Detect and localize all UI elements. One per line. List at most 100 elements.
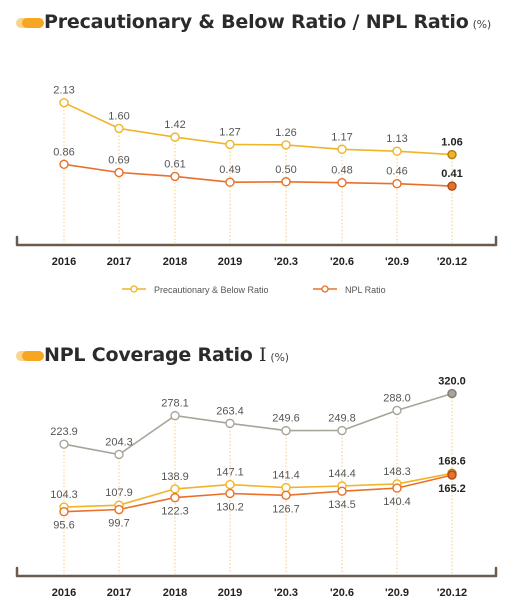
legend-marker-0 [130, 285, 138, 293]
data-point-1-3 [225, 177, 235, 187]
data-label-0-0: 2.13 [53, 85, 74, 97]
precautionary-npl-chart: 2016 2017 2018 2019 '20.3 '20.6 '20.9 '20.12 2.1… [15, 85, 498, 295]
chart1-title: Precautionary & Below Ratio / NPL Ratio [44, 11, 469, 33]
data-label-1-4: 141.4 [272, 470, 300, 482]
x-tick-label-4: '20.3 [274, 587, 298, 599]
data-point-1-4 [281, 177, 291, 187]
series-line-0 [63, 101, 453, 156]
x-tick-label-1: 2017 [107, 256, 131, 268]
data-point-0-6 [392, 146, 402, 156]
data-label-0-5: 1.17 [331, 131, 352, 143]
data-point-1-1 [114, 167, 124, 178]
data-label-0-6: 288.0 [383, 392, 411, 404]
data-point-2-3 [225, 488, 235, 499]
data-label-2-5: 134.5 [328, 499, 356, 511]
data-point-0-4 [281, 425, 291, 436]
chart1-unit: (%) [472, 18, 492, 31]
data-point-0-3 [225, 139, 235, 150]
data-point-1-0 [59, 159, 69, 169]
x-tick-label-0: 2016 [52, 587, 76, 599]
data-label-2-1: 99.7 [108, 518, 129, 530]
data-label-0-6: 1.13 [386, 133, 407, 145]
series-line-1 [63, 472, 453, 508]
data-point-0-3 [225, 418, 235, 429]
chart2-x-axis [15, 566, 498, 578]
data-label-2-0: 95.6 [53, 520, 74, 532]
data-label-2-2: 122.3 [161, 506, 189, 518]
data-label-1-5: 0.48 [331, 165, 352, 177]
series-line-2 [63, 474, 453, 513]
data-label-2-3: 130.2 [216, 501, 244, 513]
data-point-1-6 [392, 178, 402, 189]
x-tick-label-2: 2018 [163, 587, 187, 599]
data-label-1-0: 104.3 [50, 489, 78, 501]
x-tick-label-6: '20.9 [385, 587, 409, 599]
x-tick-label-5: '20.6 [330, 587, 354, 599]
data-label-2-6: 140.4 [383, 496, 411, 508]
legend-label-0: Precautionary & Below Ratio [154, 285, 269, 295]
data-label-1-0: 0.86 [53, 146, 74, 158]
data-label-1-3: 0.49 [219, 164, 240, 176]
data-label-1-1: 0.69 [108, 155, 129, 167]
data-label-1-5: 144.4 [328, 468, 356, 480]
data-point-0-2 [170, 410, 180, 421]
data-point-1-5 [337, 178, 347, 188]
series-line-0 [63, 392, 453, 456]
data-label-0-3: 1.27 [219, 126, 240, 138]
x-tick-label-7: '20.12 [437, 256, 467, 268]
data-label-0-3: 263.4 [216, 405, 244, 417]
x-tick-label-4: '20.3 [274, 256, 298, 268]
chart2-title-block: NPL Coverage Ratio I (%) [44, 344, 289, 366]
data-point-0-4 [281, 140, 291, 150]
data-point-0-7 [447, 388, 457, 399]
data-label-2-7: 165.2 [438, 483, 466, 495]
x-tick-label-2: 2018 [163, 256, 187, 268]
series-line-1 [63, 163, 453, 187]
data-label-1-2: 138.9 [161, 471, 189, 483]
data-label-1-2: 0.61 [164, 158, 185, 170]
data-point-1-4 [281, 482, 291, 493]
legend-label-1: NPL Ratio [345, 285, 386, 295]
data-point-1-7 [447, 181, 457, 191]
data-point-0-1 [114, 449, 124, 460]
data-point-0-6 [392, 405, 402, 416]
data-label-0-7: 320.0 [438, 376, 466, 388]
data-label-2-4: 126.7 [272, 503, 300, 515]
data-point-2-0 [59, 506, 69, 517]
x-tick-label-7: '20.12 [437, 587, 467, 599]
x-tick-label-6: '20.9 [385, 256, 409, 268]
data-point-0-0 [59, 439, 69, 449]
data-point-1-2 [170, 171, 180, 182]
data-point-1-2 [170, 484, 180, 494]
data-label-1-6: 148.3 [383, 466, 411, 478]
data-point-0-1 [114, 123, 124, 134]
legend-marker-1 [321, 285, 329, 293]
data-label-0-0: 223.9 [50, 426, 78, 438]
data-point-0-5 [337, 425, 347, 436]
data-point-0-0 [59, 97, 69, 108]
data-label-1-4: 0.50 [275, 164, 296, 176]
data-label-0-2: 1.42 [164, 119, 185, 131]
data-point-0-7 [447, 149, 457, 160]
data-point-2-4 [281, 490, 291, 501]
title-pill [22, 351, 44, 361]
chart1-title-block: Precautionary & Below Ratio / NPL Ratio(… [44, 11, 491, 33]
x-tick-label-3: 2019 [218, 256, 242, 268]
data-label-0-4: 249.6 [272, 413, 300, 425]
data-point-0-2 [170, 132, 180, 142]
data-label-1-7: 168.6 [438, 455, 466, 467]
data-label-0-2: 278.1 [161, 398, 189, 410]
data-point-2-7 [447, 470, 457, 480]
data-point-2-1 [114, 504, 124, 515]
data-label-0-5: 249.8 [328, 413, 356, 425]
data-point-2-2 [170, 492, 180, 503]
data-point-1-3 [225, 479, 235, 490]
x-tick-label-1: 2017 [107, 587, 131, 599]
chart1-x-axis [15, 235, 498, 247]
x-tick-label-5: '20.6 [330, 256, 354, 268]
chart2-unit: (%) [270, 351, 289, 364]
data-label-1-3: 147.1 [216, 467, 244, 479]
x-tick-label-3: 2019 [218, 587, 242, 599]
data-label-1-6: 0.46 [386, 166, 407, 178]
